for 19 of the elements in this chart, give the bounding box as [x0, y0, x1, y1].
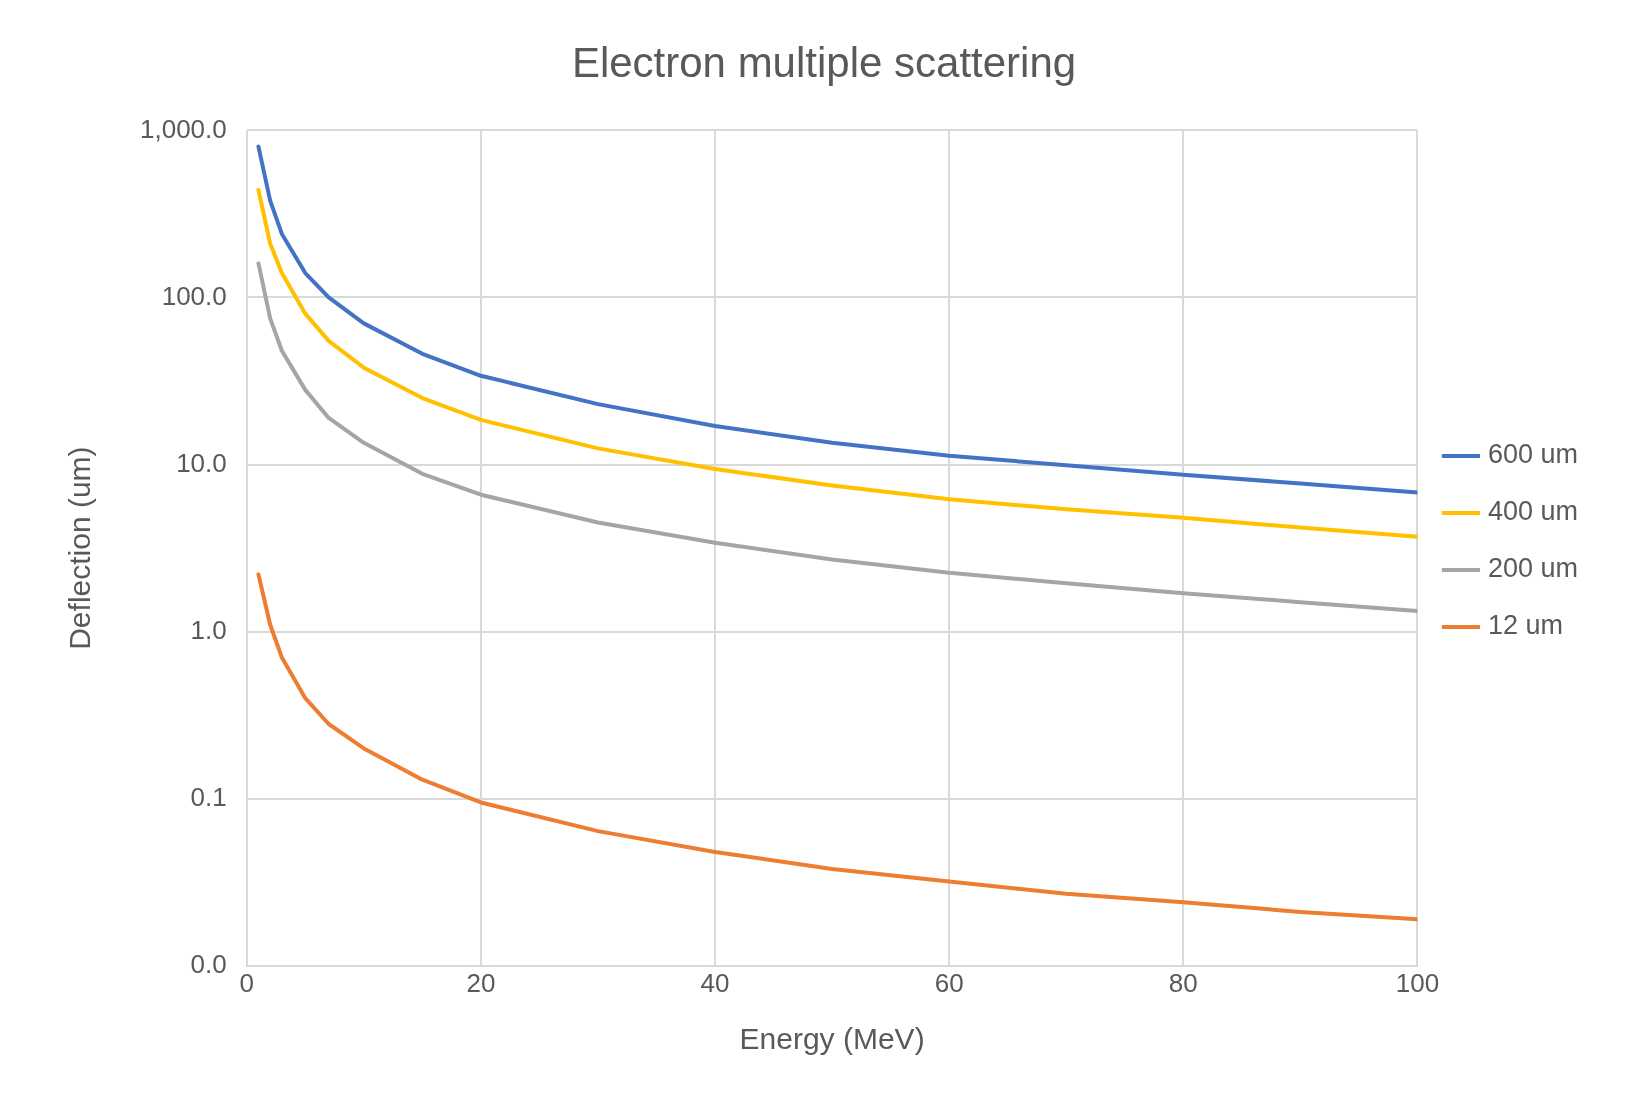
legend-label: 200 um — [1487, 553, 1579, 584]
y-tick-label: 10.0 — [176, 447, 227, 478]
y-tick-label: 1.0 — [190, 614, 227, 645]
x-tick-label: 0 — [239, 967, 254, 998]
x-tick-label: 80 — [1168, 967, 1198, 998]
y-tick-label: 0.0 — [190, 948, 227, 979]
legend-label: 12 um — [1487, 610, 1563, 641]
y-tick-label: 1,000.0 — [140, 113, 227, 144]
y-axis-title: Deflection (um) — [63, 446, 97, 650]
x-tick-label: 40 — [700, 967, 730, 998]
chart-title: Electron multiple scattering — [571, 38, 1077, 86]
legend-label: 600 um — [1487, 439, 1579, 470]
y-tick-label: 100.0 — [161, 280, 227, 311]
y-tick-label: 0.1 — [190, 781, 227, 812]
x-axis-title: Energy (MeV) — [739, 1022, 925, 1056]
x-tick-label: 60 — [934, 967, 964, 998]
x-tick-label: 20 — [466, 967, 496, 998]
x-tick-label: 100 — [1395, 967, 1440, 998]
legend-label: 400 um — [1487, 496, 1579, 527]
